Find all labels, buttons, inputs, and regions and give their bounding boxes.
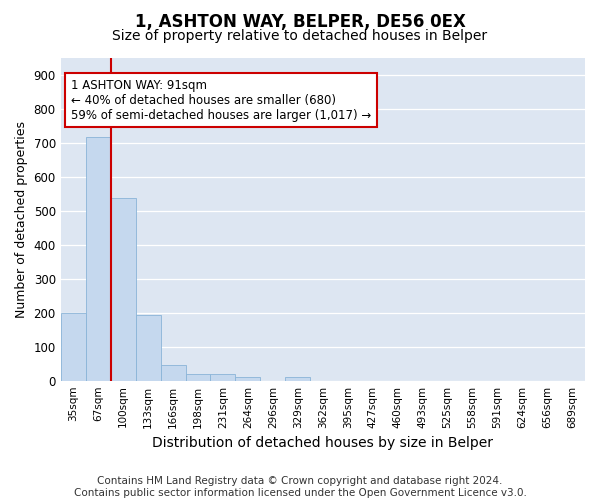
Bar xyxy=(185,374,211,380)
Bar xyxy=(211,374,235,380)
Bar xyxy=(136,315,161,380)
Bar xyxy=(235,376,260,380)
Bar xyxy=(161,366,185,380)
Text: 1, ASHTON WAY, BELPER, DE56 0EX: 1, ASHTON WAY, BELPER, DE56 0EX xyxy=(134,12,466,30)
Bar xyxy=(61,312,86,380)
X-axis label: Distribution of detached houses by size in Belper: Distribution of detached houses by size … xyxy=(152,436,493,450)
Bar xyxy=(286,376,310,380)
Text: Size of property relative to detached houses in Belper: Size of property relative to detached ho… xyxy=(112,29,488,43)
Bar xyxy=(86,138,110,380)
Bar xyxy=(110,198,136,380)
Y-axis label: Number of detached properties: Number of detached properties xyxy=(15,120,28,318)
Text: 1 ASHTON WAY: 91sqm
← 40% of detached houses are smaller (680)
59% of semi-detac: 1 ASHTON WAY: 91sqm ← 40% of detached ho… xyxy=(71,78,371,122)
Text: Contains HM Land Registry data © Crown copyright and database right 2024.
Contai: Contains HM Land Registry data © Crown c… xyxy=(74,476,526,498)
